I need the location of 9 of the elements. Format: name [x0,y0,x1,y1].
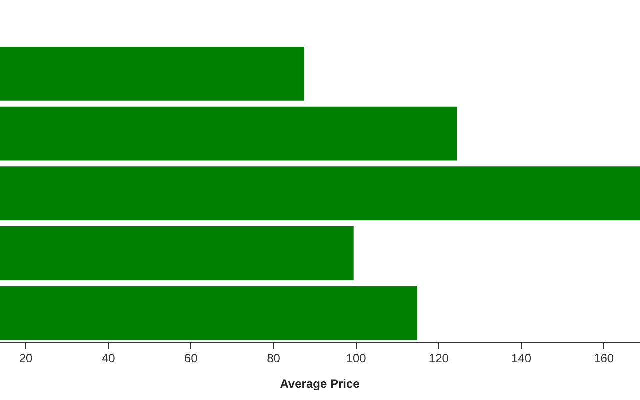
x-axis-title: Average Price [280,377,360,392]
x-tick-label: 140 [511,352,532,366]
x-tick-label: 120 [428,352,450,366]
x-tick-label: 40 [102,352,116,366]
x-tick-label: 60 [184,352,198,366]
x-tick-label: 20 [19,352,34,366]
x-tick-label: 160 [594,352,614,366]
x-tick-label: 100 [346,352,367,366]
x-tick-label: 80 [267,352,281,366]
